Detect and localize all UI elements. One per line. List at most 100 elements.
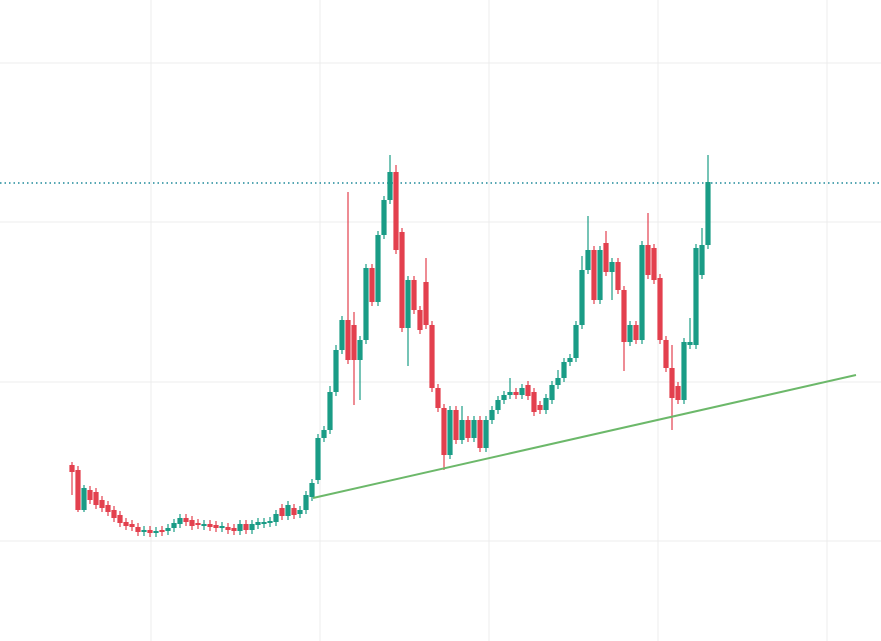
candle-body xyxy=(219,526,225,528)
candle-body xyxy=(243,524,249,530)
candle-body xyxy=(309,483,315,497)
candle-body xyxy=(597,250,603,300)
candle-body xyxy=(99,500,105,508)
candle-body xyxy=(609,262,615,272)
candle-body xyxy=(177,518,183,524)
candle-body xyxy=(333,350,339,392)
candle-body xyxy=(585,250,591,270)
candle-body xyxy=(627,325,633,342)
candle-body xyxy=(465,420,471,438)
candle-body xyxy=(303,495,309,510)
candle-body xyxy=(555,378,561,385)
candle-body xyxy=(297,510,303,514)
candle-body xyxy=(675,386,681,400)
candle-body xyxy=(327,392,333,430)
candle-body xyxy=(273,514,279,522)
candle-body xyxy=(279,508,285,516)
candle-body xyxy=(363,268,369,340)
candle-body xyxy=(153,531,159,533)
candle-body xyxy=(321,430,327,438)
candle-body xyxy=(159,530,165,532)
candle-body xyxy=(75,470,81,510)
candle-body xyxy=(693,248,699,345)
candle-body xyxy=(441,408,447,455)
candle-body xyxy=(369,268,375,302)
candle-body xyxy=(543,398,549,410)
candle-body xyxy=(639,245,645,340)
candle-body xyxy=(339,320,345,350)
candle-body xyxy=(117,515,123,523)
candle-body xyxy=(633,325,639,340)
candle-body xyxy=(231,528,237,531)
candle-body xyxy=(345,320,351,360)
candle-body xyxy=(351,325,357,360)
candle-body xyxy=(255,522,261,525)
candle-body xyxy=(225,527,231,530)
candle-body xyxy=(405,280,411,328)
candle-body xyxy=(111,510,117,518)
candle-body xyxy=(381,200,387,235)
candle-body xyxy=(123,522,129,526)
candle-body xyxy=(615,262,621,290)
candle-body xyxy=(699,245,705,275)
candle-body xyxy=(657,278,663,340)
candle-body xyxy=(453,410,459,440)
candle-body xyxy=(357,340,363,360)
candle-body xyxy=(525,385,531,396)
candle-body xyxy=(69,465,75,472)
candle-body xyxy=(195,523,201,525)
candle-body xyxy=(375,235,381,302)
candle-body xyxy=(183,518,189,522)
candle-body xyxy=(411,280,417,310)
candle-body xyxy=(267,521,273,523)
candle-body xyxy=(189,520,195,526)
candle-body xyxy=(549,385,555,400)
candle-body xyxy=(567,358,573,362)
candle-body xyxy=(537,405,543,410)
candle-body xyxy=(261,522,267,524)
candle-body xyxy=(705,182,711,245)
candle-body xyxy=(591,250,597,300)
candle-body xyxy=(459,420,465,440)
candle-body xyxy=(681,342,687,400)
candle-body xyxy=(651,248,657,280)
candle-body xyxy=(471,420,477,438)
candle-body xyxy=(501,395,507,400)
candle-body xyxy=(573,325,579,358)
candle-body xyxy=(669,368,675,398)
candle-body xyxy=(147,530,153,533)
candle-body xyxy=(93,492,99,505)
candle-body xyxy=(237,524,243,531)
candle-body xyxy=(291,508,297,515)
candle-body xyxy=(687,342,693,345)
candle-body xyxy=(315,438,321,480)
candle-body xyxy=(201,524,207,526)
candle-body xyxy=(399,232,405,328)
candle-body xyxy=(489,410,495,420)
candle-body xyxy=(171,523,177,528)
candle-body xyxy=(387,172,393,200)
candle-body xyxy=(417,310,423,330)
candle-body xyxy=(495,400,501,410)
candle-body xyxy=(249,524,255,530)
candle-body xyxy=(207,524,213,527)
trendline xyxy=(312,374,857,499)
candle-body xyxy=(141,530,147,532)
candle-body xyxy=(165,528,171,531)
candle-body xyxy=(531,392,537,412)
candle-body xyxy=(393,172,399,250)
candle-body xyxy=(621,290,627,342)
candle-body xyxy=(603,243,609,272)
candle-body xyxy=(561,362,567,378)
candle-body xyxy=(645,245,651,275)
candle-body xyxy=(507,392,513,395)
candle-body xyxy=(285,505,291,516)
candle-body xyxy=(663,340,669,368)
candle-body xyxy=(135,527,141,532)
candle-body xyxy=(423,282,429,325)
candle-body xyxy=(513,392,519,395)
candle-body xyxy=(447,410,453,455)
candle-body xyxy=(435,388,441,408)
candle-body xyxy=(519,388,525,395)
